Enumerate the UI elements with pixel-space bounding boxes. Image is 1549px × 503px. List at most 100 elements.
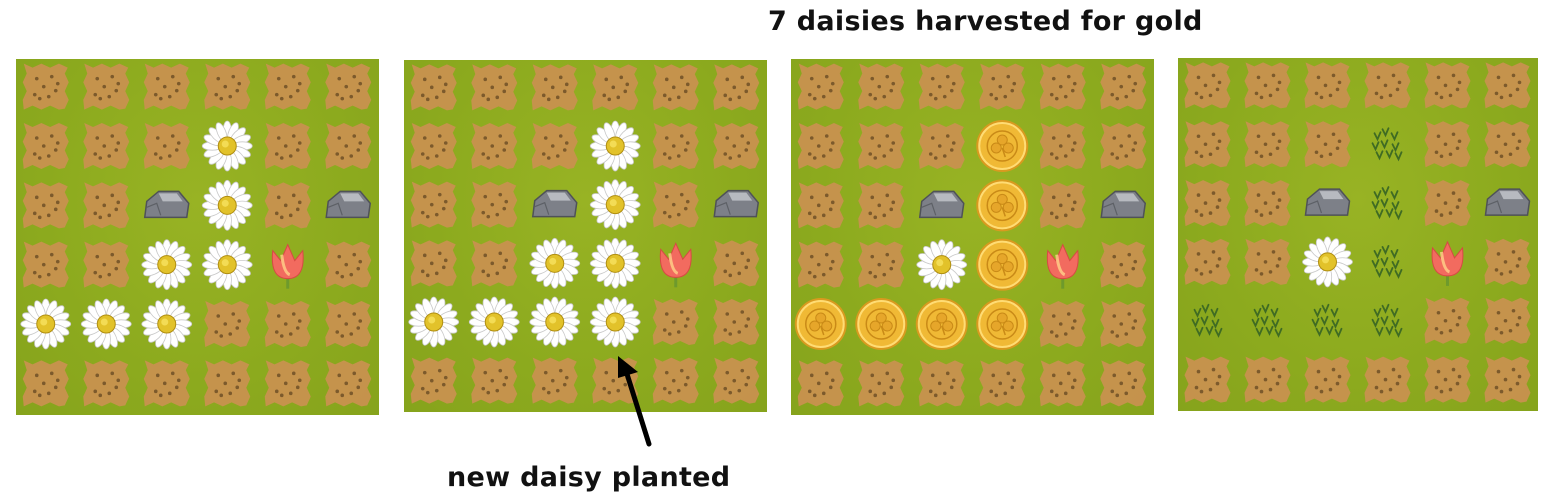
tile-soil[interactable] — [1304, 121, 1351, 168]
tile-soil[interactable] — [83, 360, 130, 407]
tile-soil[interactable] — [83, 63, 130, 110]
tile-soil[interactable] — [1039, 182, 1086, 229]
tile-soil[interactable] — [1184, 356, 1231, 403]
tile-soil[interactable] — [713, 123, 760, 169]
tile-soil[interactable] — [22, 360, 69, 407]
tile-soil[interactable] — [143, 63, 190, 110]
tile-soil[interactable] — [1484, 62, 1531, 109]
tile-soil[interactable] — [713, 240, 760, 287]
tile-soil[interactable] — [1364, 356, 1411, 403]
tile-soil[interactable] — [1304, 356, 1351, 403]
tile-soil[interactable] — [797, 63, 844, 110]
tile-soil[interactable] — [1364, 62, 1411, 109]
tile-gold-coin[interactable] — [976, 120, 1029, 172]
tile-daisy[interactable] — [529, 237, 581, 289]
tile-soil[interactable] — [1424, 297, 1471, 344]
tile-sprout[interactable] — [1191, 303, 1223, 338]
tile-gold-coin[interactable] — [794, 298, 847, 350]
tile-soil[interactable] — [1100, 123, 1147, 169]
tile-soil[interactable] — [471, 357, 518, 404]
tile-soil[interactable] — [264, 63, 311, 110]
tile-gold-coin[interactable] — [915, 298, 968, 350]
tile-sprout[interactable] — [1371, 186, 1403, 221]
tile-soil[interactable] — [531, 357, 578, 404]
tile-soil[interactable] — [797, 123, 844, 169]
tile-daisy[interactable] — [589, 120, 641, 172]
tile-soil[interactable] — [1184, 121, 1231, 168]
tile-soil[interactable] — [979, 360, 1026, 407]
tile-soil[interactable] — [1100, 63, 1147, 110]
tile-soil[interactable] — [83, 241, 130, 288]
tile-rock[interactable] — [1304, 188, 1351, 216]
tile-soil[interactable] — [143, 360, 190, 407]
tile-soil[interactable] — [797, 360, 844, 407]
tile-soil[interactable] — [652, 123, 699, 169]
tile-rock[interactable] — [1484, 188, 1531, 216]
tile-soil[interactable] — [22, 241, 69, 288]
tile-soil[interactable] — [531, 123, 578, 169]
tile-tulip[interactable] — [271, 243, 304, 289]
tile-soil[interactable] — [471, 123, 518, 169]
tile-gold-coin[interactable] — [976, 238, 1029, 291]
tile-soil[interactable] — [1100, 241, 1147, 288]
tile-gold-coin[interactable] — [855, 298, 908, 350]
tile-rock[interactable] — [713, 189, 760, 218]
tile-soil[interactable] — [713, 64, 760, 111]
tile-sprout[interactable] — [1251, 303, 1283, 338]
tile-soil[interactable] — [264, 301, 311, 347]
tile-soil[interactable] — [1039, 123, 1086, 169]
tile-soil[interactable] — [1184, 180, 1231, 227]
tile-soil[interactable] — [204, 360, 251, 407]
tile-gold-coin[interactable] — [976, 298, 1029, 350]
tile-daisy[interactable] — [408, 296, 460, 348]
tile-soil[interactable] — [713, 357, 760, 404]
tile-soil[interactable] — [1484, 297, 1531, 344]
tile-soil[interactable] — [143, 123, 190, 169]
tile-soil[interactable] — [325, 123, 372, 169]
tile-soil[interactable] — [1039, 360, 1086, 407]
tile-sprout[interactable] — [1371, 303, 1403, 338]
tile-soil[interactable] — [1100, 301, 1147, 347]
tile-daisy[interactable] — [589, 179, 641, 231]
tile-soil[interactable] — [83, 123, 130, 169]
tile-soil[interactable] — [858, 241, 905, 288]
tile-soil[interactable] — [1244, 62, 1291, 109]
tile-soil[interactable] — [1424, 62, 1471, 109]
tile-daisy[interactable] — [589, 296, 641, 348]
tile-daisy[interactable] — [589, 237, 641, 289]
tile-soil[interactable] — [410, 64, 457, 111]
tile-soil[interactable] — [264, 182, 311, 229]
tile-soil[interactable] — [858, 63, 905, 110]
tile-soil[interactable] — [410, 181, 457, 228]
tile-soil[interactable] — [1244, 356, 1291, 403]
tile-soil[interactable] — [410, 357, 457, 404]
tile-soil[interactable] — [531, 64, 578, 111]
tile-daisy[interactable] — [468, 296, 520, 348]
tile-soil[interactable] — [471, 181, 518, 228]
tile-soil[interactable] — [1484, 238, 1531, 285]
tile-soil[interactable] — [204, 301, 251, 347]
tile-soil[interactable] — [83, 182, 130, 229]
tile-soil[interactable] — [264, 360, 311, 407]
tile-soil[interactable] — [1039, 301, 1086, 347]
tile-soil[interactable] — [325, 360, 372, 407]
tile-daisy[interactable] — [141, 239, 193, 291]
tile-soil[interactable] — [471, 64, 518, 111]
tile-soil[interactable] — [1039, 63, 1086, 110]
tile-rock[interactable] — [531, 189, 578, 218]
tile-soil[interactable] — [858, 360, 905, 407]
tile-soil[interactable] — [204, 63, 251, 110]
tile-daisy[interactable] — [529, 296, 581, 348]
tile-tulip[interactable] — [1431, 240, 1464, 286]
tile-soil[interactable] — [652, 299, 699, 345]
tile-soil[interactable] — [652, 181, 699, 228]
tile-soil[interactable] — [22, 182, 69, 229]
tile-soil[interactable] — [1100, 360, 1147, 407]
tile-daisy[interactable] — [1302, 236, 1353, 288]
tile-soil[interactable] — [858, 182, 905, 229]
tile-soil[interactable] — [1304, 62, 1351, 109]
tile-daisy[interactable] — [20, 298, 72, 350]
tile-daisy[interactable] — [141, 298, 193, 350]
tile-soil[interactable] — [410, 240, 457, 287]
tile-sprout[interactable] — [1371, 127, 1403, 162]
